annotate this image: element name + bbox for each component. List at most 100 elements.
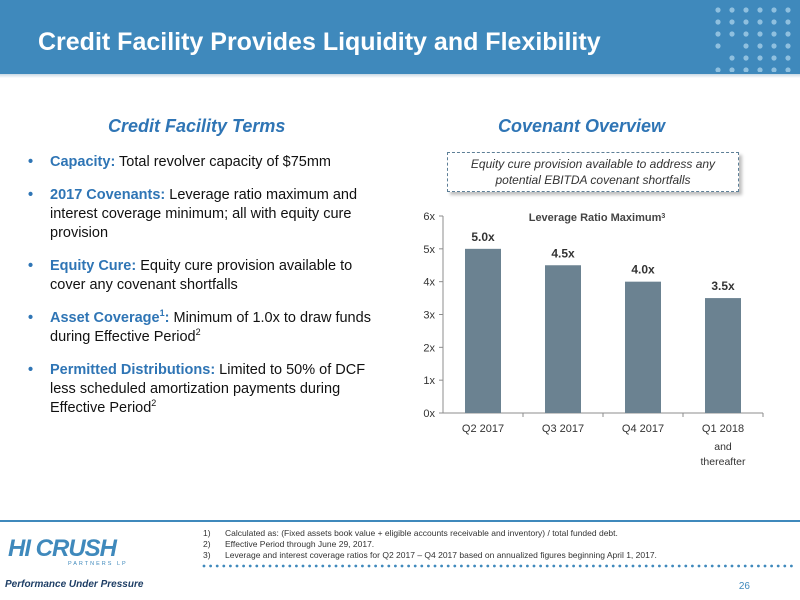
- footer-dot: [545, 564, 549, 568]
- credit-facility-terms-heading: Credit Facility Terms: [108, 116, 286, 136]
- footer-dot: [532, 564, 536, 568]
- footer-dot: [730, 564, 734, 568]
- footer-dot: [229, 564, 232, 568]
- footer-dot: [552, 564, 556, 568]
- decorative-dot: [715, 67, 721, 72]
- footer-dot: [433, 564, 437, 568]
- category-label: Q3 2017: [542, 423, 584, 435]
- footnote-text: Effective Period through June 29, 2017.: [225, 539, 375, 549]
- footer-dot: [605, 564, 608, 568]
- bullet-permitted-distributions: Permitted Distributions: Limited to 50% …: [28, 361, 373, 418]
- decorative-dot: [743, 7, 749, 13]
- covenant-overview-heading: Covenant Overview: [498, 116, 666, 136]
- footnote-ref: 2: [151, 398, 157, 409]
- footer-dot: [743, 564, 747, 568]
- footer-dot: [697, 564, 701, 568]
- decorative-dot: [715, 31, 721, 37]
- footer-dot: [427, 564, 430, 568]
- footer-dot: [664, 564, 668, 568]
- footer-dot: [790, 564, 793, 568]
- footer-dot: [783, 564, 787, 568]
- footer-dot: [677, 564, 681, 568]
- footnote-text: Leverage and interest coverage ratios fo…: [225, 550, 657, 560]
- footer-dot: [215, 564, 219, 568]
- footer-dot: [209, 564, 212, 568]
- footer-dot: [737, 564, 740, 568]
- footnote-2: 2) Effective Period through June 29, 2017…: [203, 539, 793, 550]
- hi-crush-logo: HI CRUSH PARTNERS LP Performance Under P…: [0, 535, 155, 600]
- footer-dot: [493, 564, 496, 568]
- footer-dot: [301, 564, 305, 568]
- footer-dot: [724, 564, 727, 568]
- bullet-text: Leverage ratio maximum and interest cove…: [50, 187, 358, 241]
- footer-dot: [578, 564, 582, 568]
- footer-dots-icon: [202, 564, 793, 568]
- footnote-number: 2): [203, 539, 211, 549]
- terms-bullet-list: Capacity: Total revolver capacity of $75…: [28, 153, 373, 432]
- decorative-dot: [743, 55, 749, 61]
- footer-dot: [631, 564, 635, 568]
- footer-dot: [671, 564, 674, 568]
- footer-dot: [519, 564, 523, 568]
- footer-dot: [268, 564, 272, 568]
- footnotes-list: 1) Calculated as: (Fixed assets book valu…: [203, 528, 793, 561]
- footer-dot: [776, 564, 780, 568]
- footer-dot: [262, 564, 265, 568]
- logo-wordmark: HI CRUSH: [8, 535, 117, 562]
- decorative-dot: [715, 43, 721, 49]
- footer-dot: [308, 564, 311, 568]
- footer-dot: [255, 564, 259, 568]
- footer-dot: [354, 564, 358, 568]
- footer-dot: [453, 564, 457, 568]
- footer-dot: [691, 564, 694, 568]
- bullet-asset-coverage: Asset Coverage1: Minimum of 1.0x to draw…: [28, 309, 373, 347]
- footnote-1: 1) Calculated as: (Fixed assets book valu…: [203, 528, 793, 539]
- page-number: 26: [738, 581, 750, 592]
- footer-dot: [242, 564, 245, 568]
- decorative-dot: [771, 55, 777, 61]
- footer-dot: [460, 564, 463, 568]
- decorative-dot: [715, 7, 721, 13]
- footer-dot: [374, 564, 377, 568]
- footer-dot: [638, 564, 641, 568]
- footer-dot: [334, 564, 338, 568]
- footer-dot: [235, 564, 239, 568]
- y-tick-label: 1x: [423, 375, 435, 387]
- decorative-dot: [757, 55, 763, 61]
- footer-dot: [407, 564, 410, 568]
- logo-subtitle: PARTNERS LP: [68, 561, 128, 567]
- decorative-dot: [743, 67, 749, 72]
- y-tick-label: 2x: [423, 342, 435, 354]
- y-tick-label: 4x: [423, 277, 435, 289]
- bar: [545, 265, 581, 413]
- footer-dot: [598, 564, 602, 568]
- footer-dot: [565, 564, 569, 568]
- y-tick-label: 3x: [423, 310, 435, 322]
- footer-dot: [499, 564, 503, 568]
- footer-dot: [314, 564, 318, 568]
- category-label: Q2 2017: [462, 423, 504, 435]
- category-label: Q1 2018: [702, 423, 744, 435]
- footer-dot: [275, 564, 278, 568]
- footnote-number: 1): [203, 528, 211, 538]
- category-sublabel: thereafter: [701, 456, 746, 468]
- bar: [705, 298, 741, 413]
- bullet-term-colon: :: [164, 310, 170, 326]
- footer-dot: [526, 564, 529, 568]
- footer-dot: [506, 564, 509, 568]
- footnote-ref: 2: [195, 327, 201, 338]
- footer-dot: [222, 564, 226, 568]
- footer-dot: [473, 564, 476, 568]
- decorative-dot: [729, 19, 735, 25]
- footnote-3: 3) Leverage and interest coverage ratios …: [203, 550, 793, 561]
- decorative-dot: [757, 31, 763, 37]
- footer-dot: [440, 564, 443, 568]
- decorative-dot: [771, 31, 777, 37]
- header-bar: [0, 0, 800, 74]
- footer-dot: [321, 564, 325, 568]
- footer-dot: [717, 564, 721, 568]
- footnote-ref: 1: [159, 308, 165, 319]
- footer-dot: [757, 564, 760, 568]
- bullet-term: Equity Cure:: [50, 258, 137, 274]
- footer-divider: [0, 520, 800, 522]
